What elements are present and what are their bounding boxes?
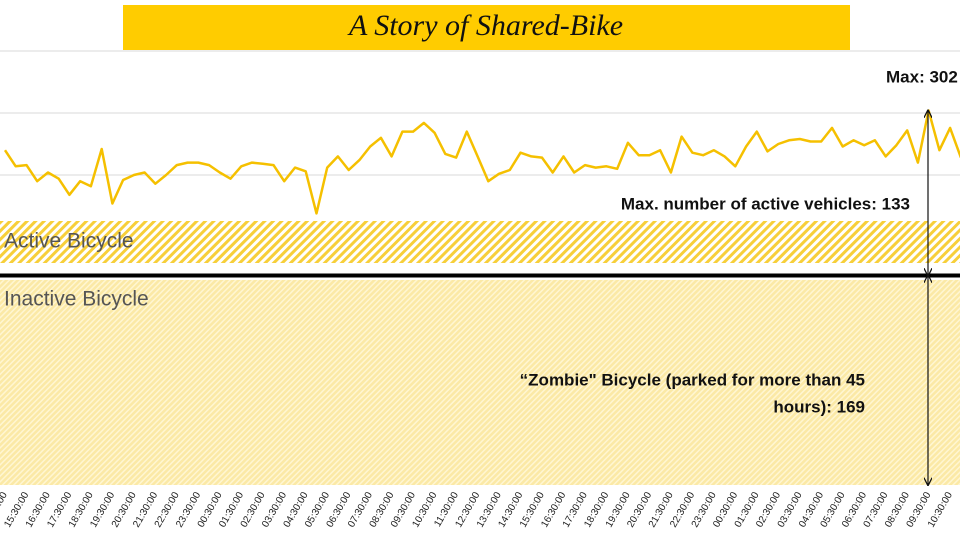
zombie-label: “Zombie" Bicycle (parked for more than 4… xyxy=(520,370,865,389)
title-box xyxy=(123,5,850,50)
band-label: Active Bicycle xyxy=(4,230,134,253)
zombie-label: hours): 169 xyxy=(773,397,865,416)
active-band xyxy=(0,221,960,263)
chart-title: A Story of Shared-Bike xyxy=(347,9,623,42)
active-max-label: Max. number of active vehicles: 133 xyxy=(621,194,910,213)
max-label: Max: 302 xyxy=(886,67,958,86)
band-label: Inactive Bicycle xyxy=(4,288,149,311)
inactive-band xyxy=(0,280,960,485)
line-series xyxy=(3,109,960,215)
